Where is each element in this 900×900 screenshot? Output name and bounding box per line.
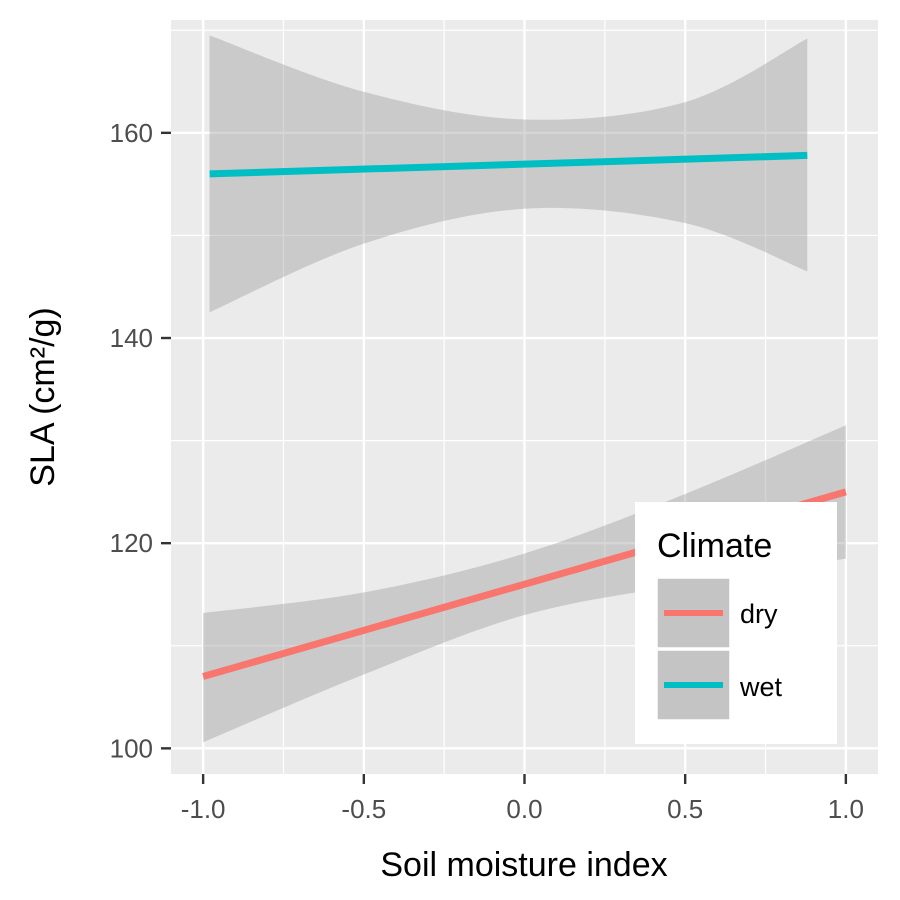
series-line-wet [209,151,808,178]
legend-label-dry: dry [740,599,778,629]
y-tick-label: 140 [110,323,153,353]
x-tick-label: 1.0 [828,794,864,824]
y-axis-title: SLA (cm²/g) [24,307,62,486]
y-axis: 100 120 140 160 [110,118,171,763]
legend-title: Climate [657,527,772,565]
x-tick-label: 0.0 [506,794,542,824]
legend-label-wet: wet [739,672,783,702]
ci-ribbon-wet [209,35,808,313]
x-axis: -1.0 -0.5 0.0 0.5 1.0 [181,774,864,824]
y-tick-label: 120 [110,528,153,558]
x-tick-label: -1.0 [181,794,226,824]
y-tick-label: 160 [110,118,153,148]
legend-item-wet: wet [656,649,783,721]
x-tick-label: 0.5 [667,794,703,824]
y-tick-label: 100 [110,733,153,763]
x-axis-title: Soil moisture index [380,846,667,884]
grid-major [171,20,878,774]
x-tick-label: -0.5 [341,794,386,824]
legend: Climate dry wet [635,502,837,744]
legend-item-dry: dry [656,577,778,649]
